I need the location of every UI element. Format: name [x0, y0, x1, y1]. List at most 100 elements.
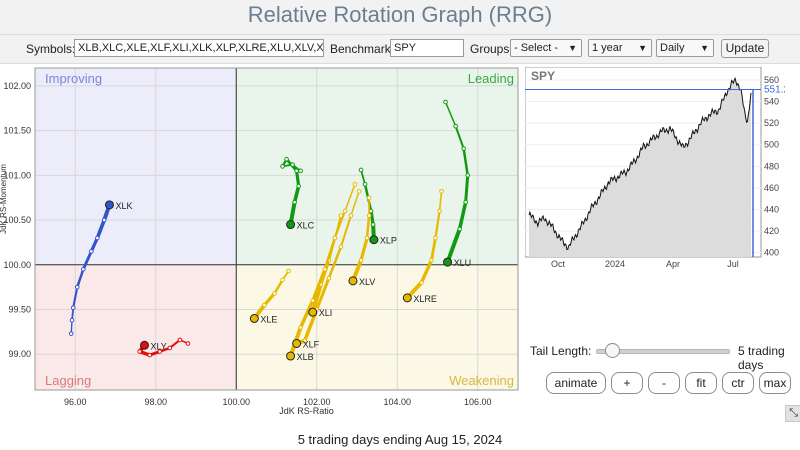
rrg-chart[interactable]: 96.00 98.00 100.00 102.00 104.00 106.00 102.00…: [0, 64, 520, 426]
max-button[interactable]: max: [759, 372, 791, 394]
tail-segment-xlk: [81, 249, 93, 271]
tail-point-xlv: [364, 235, 370, 241]
tail-point-xlre: [437, 208, 442, 214]
symbol-label-xle: XLE: [260, 314, 277, 324]
head-marker-xlu[interactable]: [443, 257, 453, 267]
tail-point-xlu: [463, 199, 468, 205]
tail-segment-xlv: [365, 214, 371, 240]
tail-segment-xlu: [454, 125, 465, 150]
tail-point-xlp: [358, 167, 364, 173]
tail-point-xly: [157, 349, 163, 354]
groups-label: Groups:: [470, 42, 513, 56]
tail-point-xlb: [332, 235, 338, 241]
center-button[interactable]: ctr: [722, 372, 754, 394]
head-marker-xlre[interactable]: [402, 293, 412, 303]
y-tick-label: 99.50: [8, 305, 31, 315]
tail-segment-xlre: [419, 258, 434, 285]
animate-button[interactable]: animate: [546, 372, 606, 394]
symbol-label-xlp: XLP: [380, 236, 397, 246]
toolbar: Symbols: XLB,XLC,XLE,XLF,XLI,XLK,XLP,XLR…: [0, 35, 800, 64]
tail-segment-xlu: [445, 227, 462, 265]
symbols-input[interactable]: XLB,XLC,XLE,XLF,XLI,XLK,XLP,XLRE,XLU,XLV…: [74, 39, 324, 57]
frequency-select-value: Daily: [660, 42, 685, 54]
chevron-down-icon: ▼: [568, 43, 577, 53]
head-marker-xlv[interactable]: [348, 276, 358, 286]
plot-frame: [34, 67, 519, 391]
tail-length-slider[interactable]: [596, 349, 730, 354]
mini-y-tick: 440: [764, 205, 779, 215]
tail-point-xlc: [280, 164, 285, 169]
symbols-label: Symbols:: [26, 42, 76, 56]
tail-point-xlc: [284, 156, 289, 162]
y-tick-label: 101.50: [3, 126, 31, 136]
head-marker-xlc[interactable]: [286, 220, 296, 230]
x-tick-label: 102.00: [303, 397, 331, 407]
zoom-out-button[interactable]: -: [648, 372, 680, 394]
price-line: [528, 77, 752, 251]
mini-y-tick: 540: [764, 97, 779, 107]
y-tick-label: 102.00: [3, 81, 31, 91]
x-tick-label: 96.00: [64, 397, 87, 407]
tail-point-xly: [167, 345, 173, 351]
quadrant-leading: [236, 68, 518, 265]
tail-point-xlc: [292, 199, 297, 205]
tail-segment-xlu: [457, 200, 468, 231]
tail-segment-xlf: [315, 276, 331, 311]
tail-point-xlc: [290, 162, 295, 167]
head-marker-xle[interactable]: [249, 313, 259, 323]
mini-y-tick: 520: [764, 118, 779, 128]
tail-point-xle: [262, 302, 267, 308]
groups-select-value: - Select -: [514, 42, 559, 54]
y-axis-label: JdK RS-Momentum: [0, 164, 8, 234]
chevron-down-icon: ▼: [700, 43, 709, 53]
tail-point-xlb: [352, 181, 358, 187]
tail-point-xlb: [322, 266, 328, 272]
head-marker-xlb[interactable]: [286, 351, 296, 361]
symbol-label-xli: XLI: [319, 308, 333, 318]
tail-length-value: 5 trading days: [738, 344, 785, 372]
tail-point-xlk: [74, 284, 80, 290]
head-marker-xlp[interactable]: [369, 235, 379, 245]
tail-point-xlre: [419, 280, 424, 285]
tail-point-xlk: [69, 317, 75, 323]
tail-length-slider-handle[interactable]: [604, 343, 620, 358]
head-marker-xlk[interactable]: [104, 200, 114, 210]
symbol-label-xlk: XLK: [115, 201, 132, 211]
tail-point-xlc: [298, 168, 303, 174]
tail-point-xlk: [81, 266, 86, 272]
y-tick-label: 100.00: [3, 260, 31, 270]
groups-select[interactable]: - Select - ▼: [510, 39, 582, 57]
update-button[interactable]: Update: [721, 39, 769, 58]
tail-segment-xlf: [339, 214, 352, 248]
tail-point-xle: [280, 277, 285, 283]
head-marker-xlf[interactable]: [292, 338, 302, 348]
tail-segment-xlc: [292, 184, 301, 204]
tail-point-xlu: [457, 226, 462, 232]
tail-segment-xlf: [327, 245, 343, 280]
tail-point-xlp: [362, 181, 368, 187]
tail-point-xlre: [439, 189, 444, 194]
period-select[interactable]: 1 year ▼: [588, 39, 652, 57]
page-title: Relative Rotation Graph (RRG): [247, 2, 553, 27]
tail-segment-xlb: [333, 210, 346, 239]
tail-point-xlre: [433, 235, 438, 241]
frequency-select[interactable]: Daily ▼: [656, 39, 714, 57]
tail-point-xlk: [70, 305, 76, 311]
fit-button[interactable]: fit: [685, 372, 717, 394]
benchmark-input[interactable]: SPY: [390, 39, 464, 57]
footer-caption: 5 trading days ending Aug 15, 2024: [297, 432, 503, 447]
tail-segment-xlb: [323, 236, 337, 271]
symbol-label-xlf: XLF: [303, 339, 320, 349]
x-tick-label: 106.00: [464, 397, 492, 407]
tail-point-xlf: [302, 338, 307, 344]
resize-icon[interactable]: ⤡: [785, 405, 800, 422]
head-marker-xly[interactable]: [139, 340, 149, 350]
tail-point-xly: [137, 349, 142, 354]
tail-point-xle: [286, 268, 291, 274]
quadrant-label-improving: Improving: [45, 71, 102, 86]
tail-segment-xle: [273, 278, 284, 295]
tail-point-xlc: [294, 168, 299, 174]
tail-segment-xlk: [72, 286, 79, 309]
head-marker-xli[interactable]: [308, 307, 318, 317]
zoom-in-button[interactable]: +: [611, 372, 643, 394]
